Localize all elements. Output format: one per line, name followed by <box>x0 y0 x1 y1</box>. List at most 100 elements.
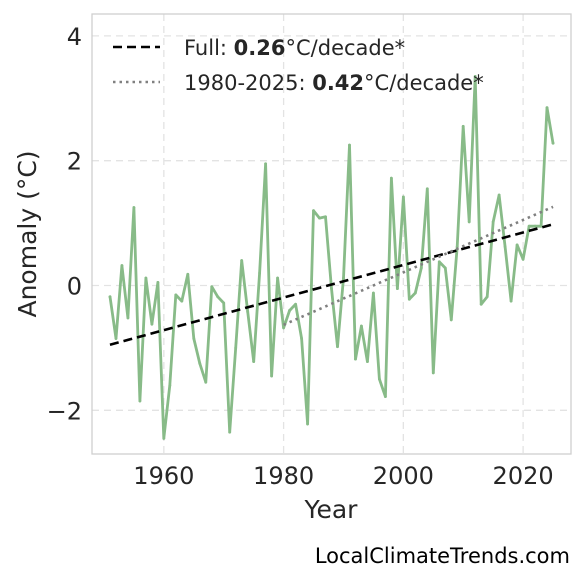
data-point <box>258 271 262 275</box>
x-tick-label: 1960 <box>133 462 194 490</box>
data-point <box>479 302 483 306</box>
y-axis-title: Anomaly (°C) <box>13 150 42 317</box>
data-point <box>240 259 244 262</box>
x-axis-title: Year <box>304 495 359 524</box>
data-point <box>156 280 160 284</box>
data-point <box>545 106 549 110</box>
trend-line-full <box>109 223 554 347</box>
data-point <box>192 337 196 340</box>
x-tick-label: 2020 <box>493 462 554 490</box>
data-point <box>348 143 351 147</box>
data-point <box>126 316 130 320</box>
data-point <box>521 257 525 261</box>
data-point <box>216 295 220 299</box>
data-point <box>443 266 447 270</box>
data-point <box>114 337 118 340</box>
data-point <box>407 297 411 301</box>
series-layer <box>108 75 555 440</box>
data-point <box>324 215 327 219</box>
y-tick-label: −2 <box>47 397 82 425</box>
data-point <box>419 266 423 270</box>
data-point <box>264 162 268 166</box>
data-point <box>294 302 297 306</box>
data-point <box>413 291 417 295</box>
data-point <box>437 260 441 264</box>
data-point <box>144 276 148 280</box>
data-point <box>467 220 471 224</box>
data-point <box>252 360 256 364</box>
legend-full-rate: 0.26 <box>234 36 286 60</box>
data-point <box>120 264 124 267</box>
legend-full-suffix: °C/decade* <box>286 36 406 60</box>
data-point <box>150 322 154 326</box>
data-point <box>300 337 303 340</box>
data-point <box>395 287 399 291</box>
data-point <box>210 285 214 289</box>
data-point <box>222 301 226 305</box>
data-point <box>168 383 172 387</box>
data-point <box>515 243 519 247</box>
data-point <box>539 224 543 228</box>
data-point <box>180 299 184 303</box>
data-point <box>174 293 178 297</box>
legend-recent-prefix: 1980-2025: <box>184 71 312 95</box>
y-tick-label: 0 <box>67 272 82 300</box>
data-point <box>198 362 202 365</box>
y-axis: −2 0 2 4 <box>47 23 82 425</box>
data-point <box>449 318 453 322</box>
data-point <box>312 209 315 212</box>
data-point <box>497 193 501 197</box>
data-point <box>282 326 285 330</box>
data-point <box>288 309 291 312</box>
data-point <box>389 176 393 180</box>
data-point <box>378 377 381 381</box>
data-point <box>234 346 238 350</box>
data-point <box>336 345 339 349</box>
legend-recent-suffix: °C/decade* <box>364 71 484 95</box>
data-point <box>366 360 369 364</box>
trend-layer <box>109 205 554 347</box>
data-point <box>360 324 363 328</box>
legend-label-recent: 1980-2025: 0.42°C/decade* <box>184 71 484 95</box>
legend-label-full: Full: 0.26°C/decade* <box>184 36 405 60</box>
y-tick-label: 2 <box>67 148 82 176</box>
data-point <box>108 295 112 299</box>
data-point <box>491 220 495 224</box>
data-point <box>372 291 375 295</box>
data-point <box>186 272 190 276</box>
data-point <box>473 75 477 78</box>
data-point <box>425 187 429 191</box>
data-point <box>246 310 250 314</box>
data-point <box>306 422 309 426</box>
x-axis: 1960 1980 2000 2020 <box>133 462 553 490</box>
x-tick-label: 2000 <box>373 462 434 490</box>
legend-full-prefix: Full: <box>184 36 234 60</box>
data-point <box>204 380 208 384</box>
data-point <box>276 276 280 280</box>
data-point <box>401 195 405 199</box>
x-tick-label: 1980 <box>253 462 314 490</box>
data-point <box>330 287 333 291</box>
data-point <box>461 124 465 128</box>
y-tick-label: 4 <box>67 23 82 51</box>
data-point <box>431 371 435 375</box>
source-credit: LocalClimateTrends.com <box>314 544 570 568</box>
data-point <box>132 206 136 209</box>
legend-recent-rate: 0.42 <box>312 71 364 95</box>
plot-frame <box>91 13 572 455</box>
data-point <box>138 399 142 403</box>
data-point <box>318 216 321 220</box>
data-point <box>485 295 489 299</box>
data-point <box>342 276 345 280</box>
legend: Full: 0.26°C/decade* 1980-2025: 0.42°C/d… <box>113 36 484 95</box>
grid <box>92 14 571 454</box>
data-point <box>551 141 555 145</box>
data-point <box>228 430 232 434</box>
data-point <box>533 224 537 228</box>
data-point <box>383 395 387 398</box>
data-point <box>270 374 274 378</box>
data-point <box>503 245 507 249</box>
data-point <box>354 357 357 361</box>
data-point <box>162 436 166 440</box>
